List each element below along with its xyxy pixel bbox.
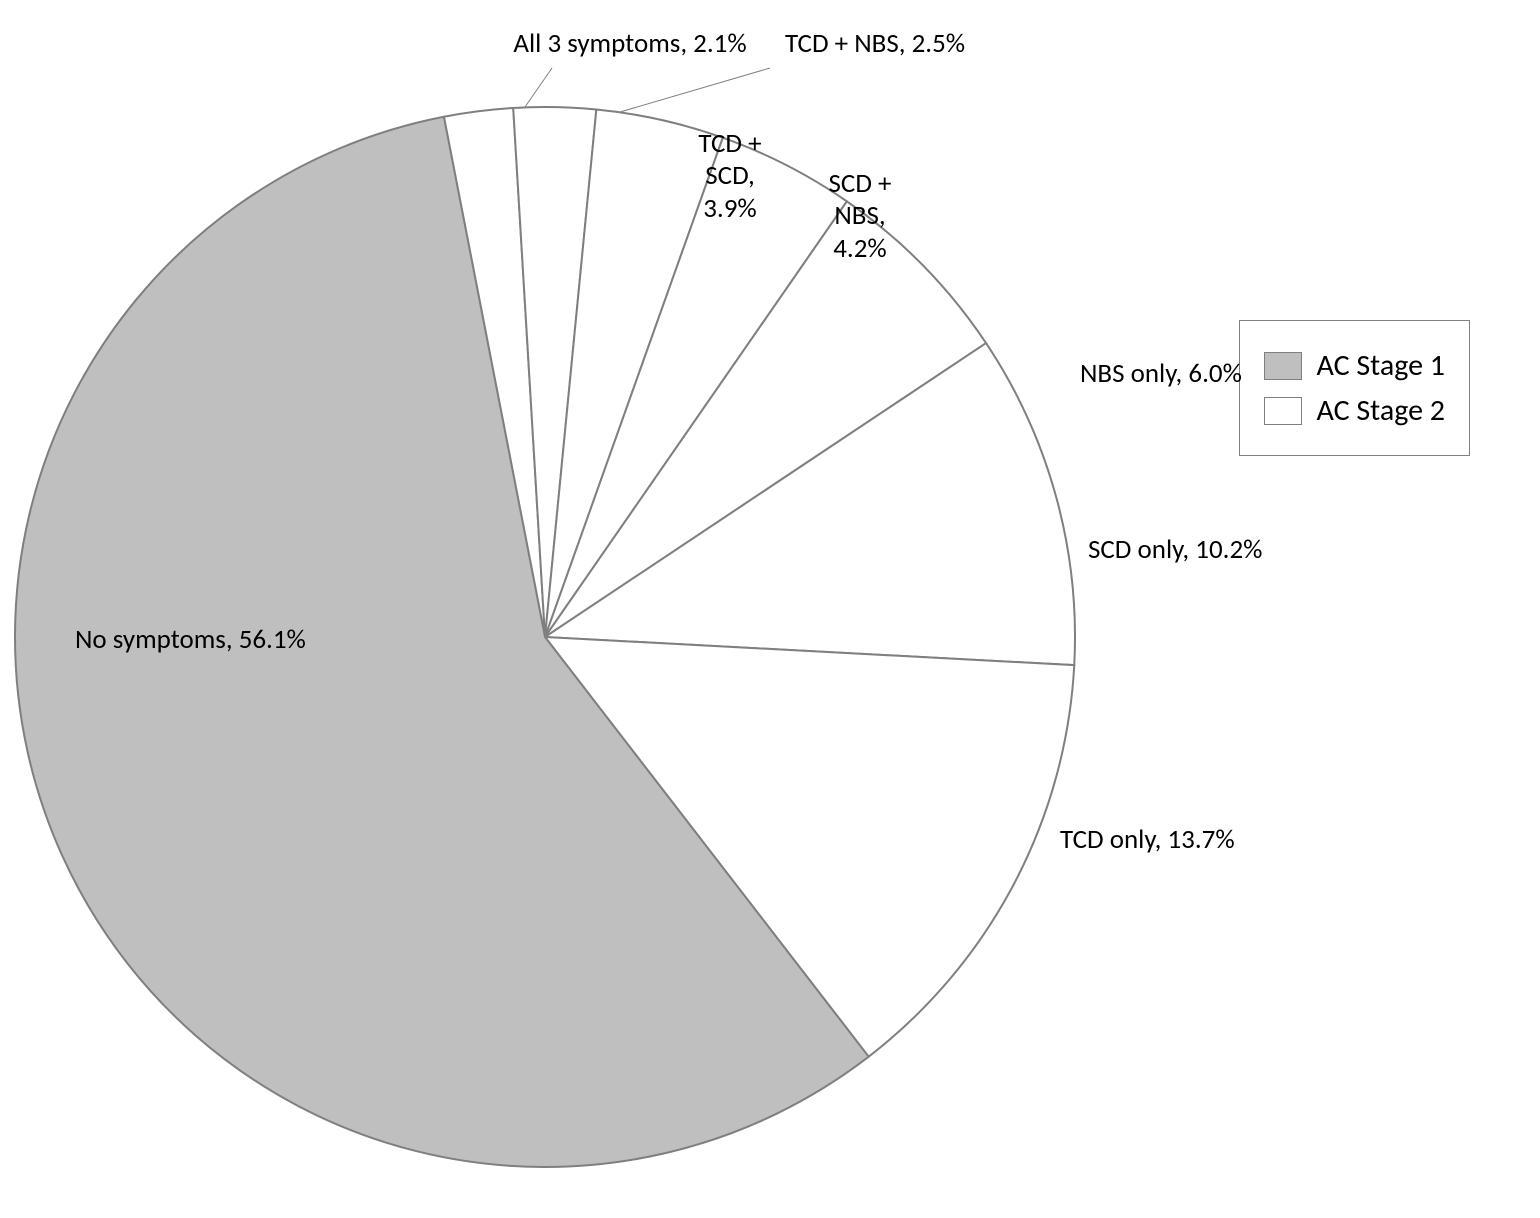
pie-chart-container: AC Stage 1 AC Stage 2 All 3 symptoms, 2.… — [0, 0, 1540, 1218]
legend-item-stage2: AC Stage 2 — [1264, 392, 1445, 429]
leader-all3 — [525, 68, 552, 107]
slice-label-nbs_only: NBS only, 6.0% — [1080, 358, 1340, 390]
slice-label-tcd_scd: TCD + SCD, 3.9% — [670, 128, 790, 225]
legend-swatch-stage2 — [1264, 397, 1302, 425]
slice-label-scd_nbs: SCD + NBS, 4.2% — [800, 168, 920, 265]
leader-tcd_nbs — [620, 68, 770, 112]
slice-label-all3: All 3 symptoms, 2.1% — [480, 28, 780, 60]
slice-label-no_symp: No symptoms, 56.1% — [75, 624, 395, 656]
slice-label-scd_only: SCD only, 10.2% — [1088, 534, 1368, 566]
slice-label-tcd_nbs: TCD + NBS, 2.5% — [765, 28, 985, 60]
legend-label-stage2: AC Stage 2 — [1316, 392, 1445, 429]
slice-label-tcd_only: TCD only, 13.7% — [1060, 824, 1340, 856]
